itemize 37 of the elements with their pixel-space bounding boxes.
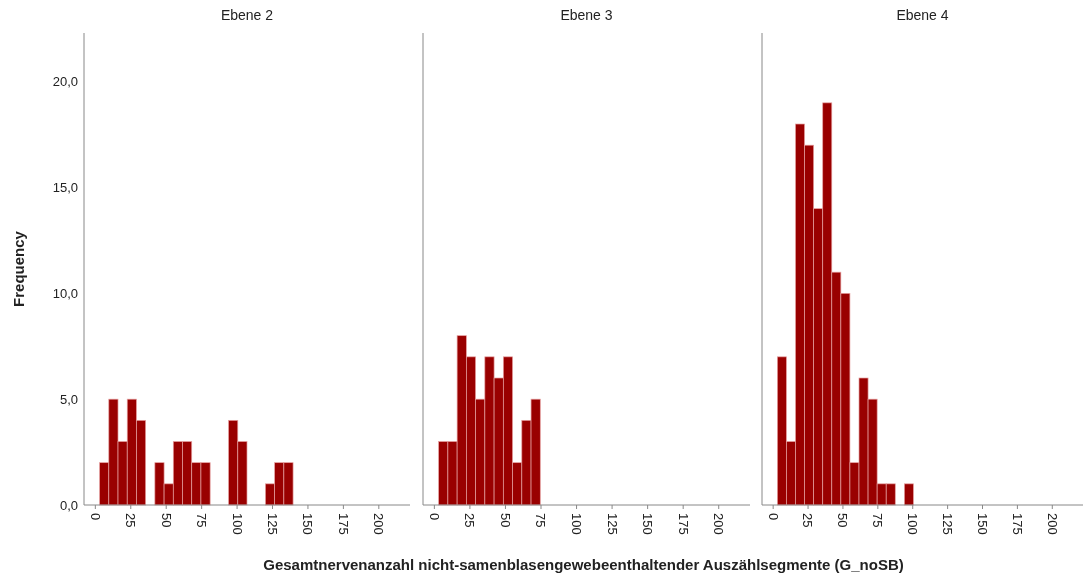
x-tick-label: 75 <box>533 513 549 528</box>
x-tick-label: 125 <box>264 513 280 535</box>
x-tick-label: 200 <box>371 513 387 535</box>
x-tick-label: 100 <box>905 513 921 535</box>
x-tick-label: 175 <box>1009 513 1025 535</box>
x-tick-label: 75 <box>194 513 210 528</box>
x-tick-label: 25 <box>800 513 816 528</box>
x-tick-label: 0 <box>87 513 103 521</box>
chart-title: Ebene 4 <box>896 7 949 23</box>
x-tick-label: 125 <box>604 513 620 535</box>
x-tick-label: 100 <box>569 513 584 535</box>
x-tick-label: 200 <box>1044 513 1060 535</box>
x-tick-label: 150 <box>300 513 316 535</box>
y-tick-label: 0,0 <box>59 497 78 513</box>
x-tick-label: 125 <box>940 513 956 535</box>
x-tick-label: 25 <box>462 513 478 528</box>
x-tick-label: 50 <box>497 513 513 528</box>
y-tick-label: 10,0 <box>52 285 78 301</box>
y-tick-label: 20,0 <box>52 74 78 90</box>
x-tick-label: 200 <box>711 513 727 535</box>
x-tick-label: 100 <box>229 513 245 535</box>
y-tick-label: 5,0 <box>59 391 78 407</box>
x-tick-label: 50 <box>835 513 851 528</box>
x-tick-label: 75 <box>870 513 886 528</box>
x-tick-label: 50 <box>158 513 174 528</box>
x-tick-label: 0 <box>426 513 442 521</box>
x-tick-label: 150 <box>640 513 656 535</box>
chart-title: Ebene 3 <box>560 7 613 23</box>
x-tick-label: 175 <box>335 513 351 535</box>
x-tick-label: 25 <box>123 513 139 528</box>
y-tick-label: 15,0 <box>52 180 78 196</box>
x-axis-title: Gesamtnervenanzahl nicht-samenblasengewebeenthaltender Auszählsegmente (G_noSB) <box>263 556 904 573</box>
x-tick-label: 175 <box>675 513 691 535</box>
x-tick-label: 0 <box>765 513 781 521</box>
chart-title: Ebene 2 <box>220 7 274 23</box>
y-axis-title: Frequency <box>10 230 27 307</box>
x-tick-label: 150 <box>974 513 990 535</box>
